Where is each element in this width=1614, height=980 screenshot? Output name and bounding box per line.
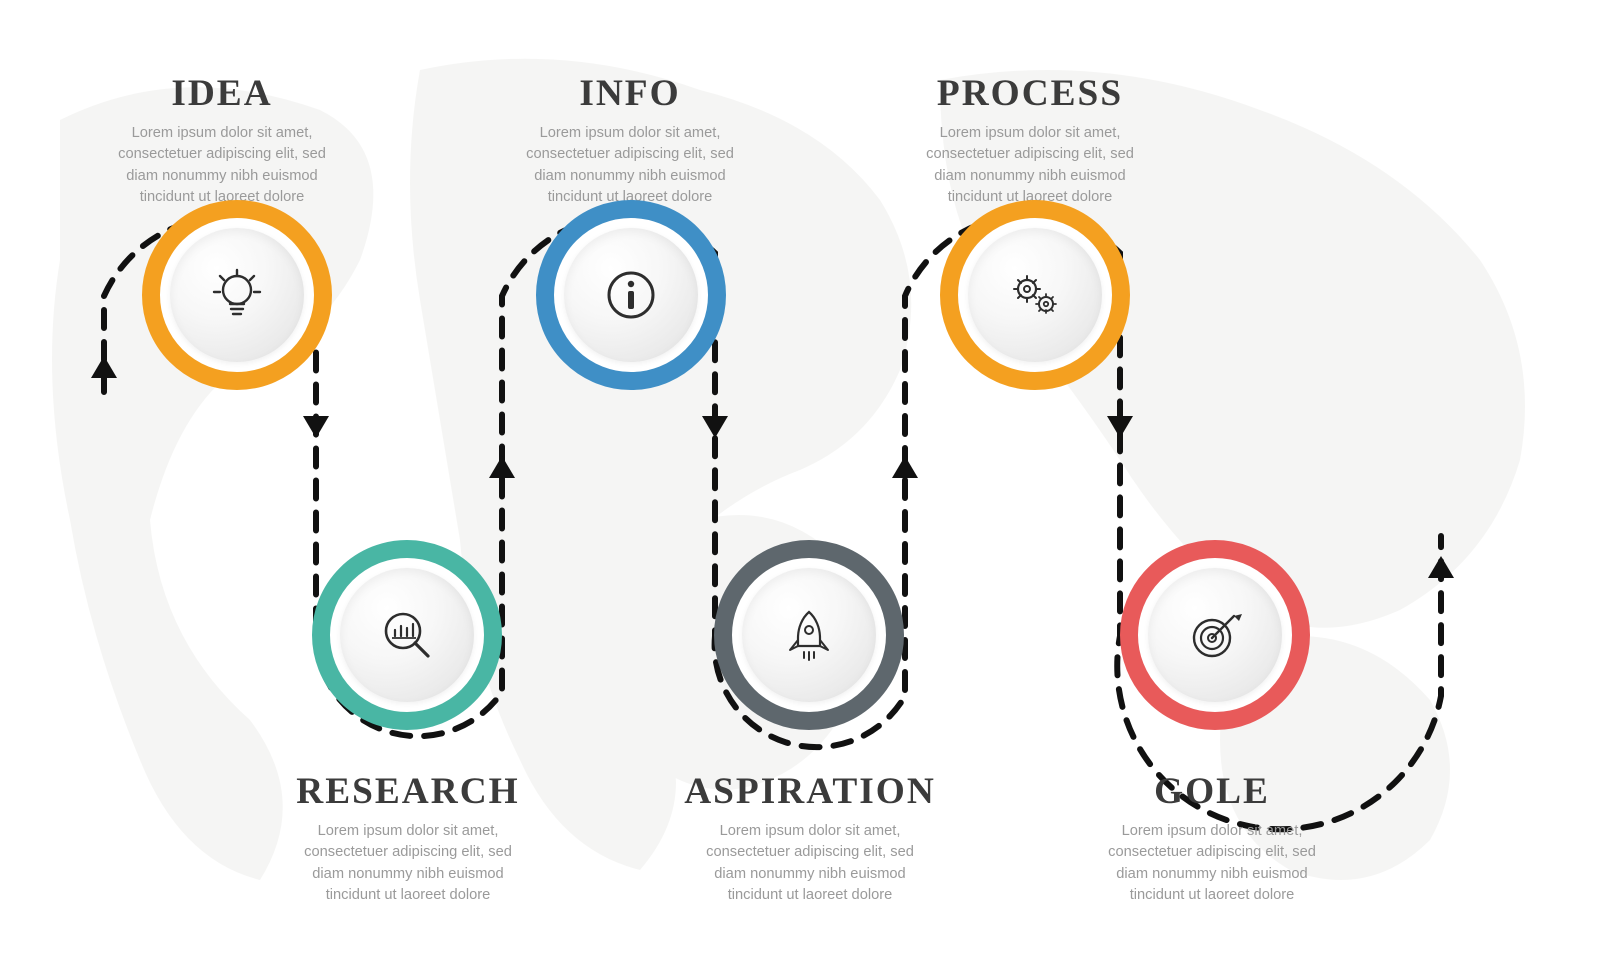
step-text-idea: IDEA Lorem ipsum dolor sit amet, consecte…	[92, 72, 352, 208]
step-node-aspiration	[714, 540, 904, 730]
step-text-research: RESEARCH Lorem ipsum dolor sit amet, cons…	[278, 770, 538, 906]
step-node-idea	[142, 200, 332, 390]
magnifier-chart-icon	[378, 606, 436, 664]
node-inner	[968, 228, 1102, 362]
step-desc-info: Lorem ipsum dolor sit amet, consectetuer…	[500, 123, 760, 208]
node-inner	[340, 568, 474, 702]
gears-icon	[1006, 266, 1064, 324]
flow-arrowhead	[702, 416, 728, 438]
flow-arrowhead	[1428, 556, 1454, 578]
step-node-info	[536, 200, 726, 390]
step-title-aspiration: ASPIRATION	[680, 770, 940, 813]
step-desc-aspiration: Lorem ipsum dolor sit amet, consectetuer…	[680, 821, 940, 906]
flow-arrowhead	[91, 356, 117, 378]
info-icon	[602, 266, 660, 324]
step-text-gole: GOLE Lorem ipsum dolor sit amet, consecte…	[1082, 770, 1342, 906]
step-text-aspiration: ASPIRATION Lorem ipsum dolor sit amet, co…	[680, 770, 940, 906]
step-title-idea: IDEA	[92, 72, 352, 115]
step-text-process: PROCESS Lorem ipsum dolor sit amet, conse…	[900, 72, 1160, 208]
flow-arrowhead	[303, 416, 329, 438]
node-inner	[1148, 568, 1282, 702]
step-node-process	[940, 200, 1130, 390]
step-desc-idea: Lorem ipsum dolor sit amet, consectetuer…	[92, 123, 352, 208]
step-title-gole: GOLE	[1082, 770, 1342, 813]
node-inner	[564, 228, 698, 362]
step-title-process: PROCESS	[900, 72, 1160, 115]
flow-arrowhead	[892, 456, 918, 478]
step-desc-research: Lorem ipsum dolor sit amet, consectetuer…	[278, 821, 538, 906]
rocket-icon	[780, 606, 838, 664]
step-text-info: INFO Lorem ipsum dolor sit amet, consecte…	[500, 72, 760, 208]
step-desc-process: Lorem ipsum dolor sit amet, consectetuer…	[900, 123, 1160, 208]
flow-arrowhead	[1107, 416, 1133, 438]
step-node-gole	[1120, 540, 1310, 730]
target-icon	[1186, 606, 1244, 664]
step-title-info: INFO	[500, 72, 760, 115]
step-title-research: RESEARCH	[278, 770, 538, 813]
step-node-research	[312, 540, 502, 730]
step-desc-gole: Lorem ipsum dolor sit amet, consectetuer…	[1082, 821, 1342, 906]
node-inner	[742, 568, 876, 702]
lightbulb-icon	[208, 266, 266, 324]
flow-arrowhead	[489, 456, 515, 478]
node-inner	[170, 228, 304, 362]
